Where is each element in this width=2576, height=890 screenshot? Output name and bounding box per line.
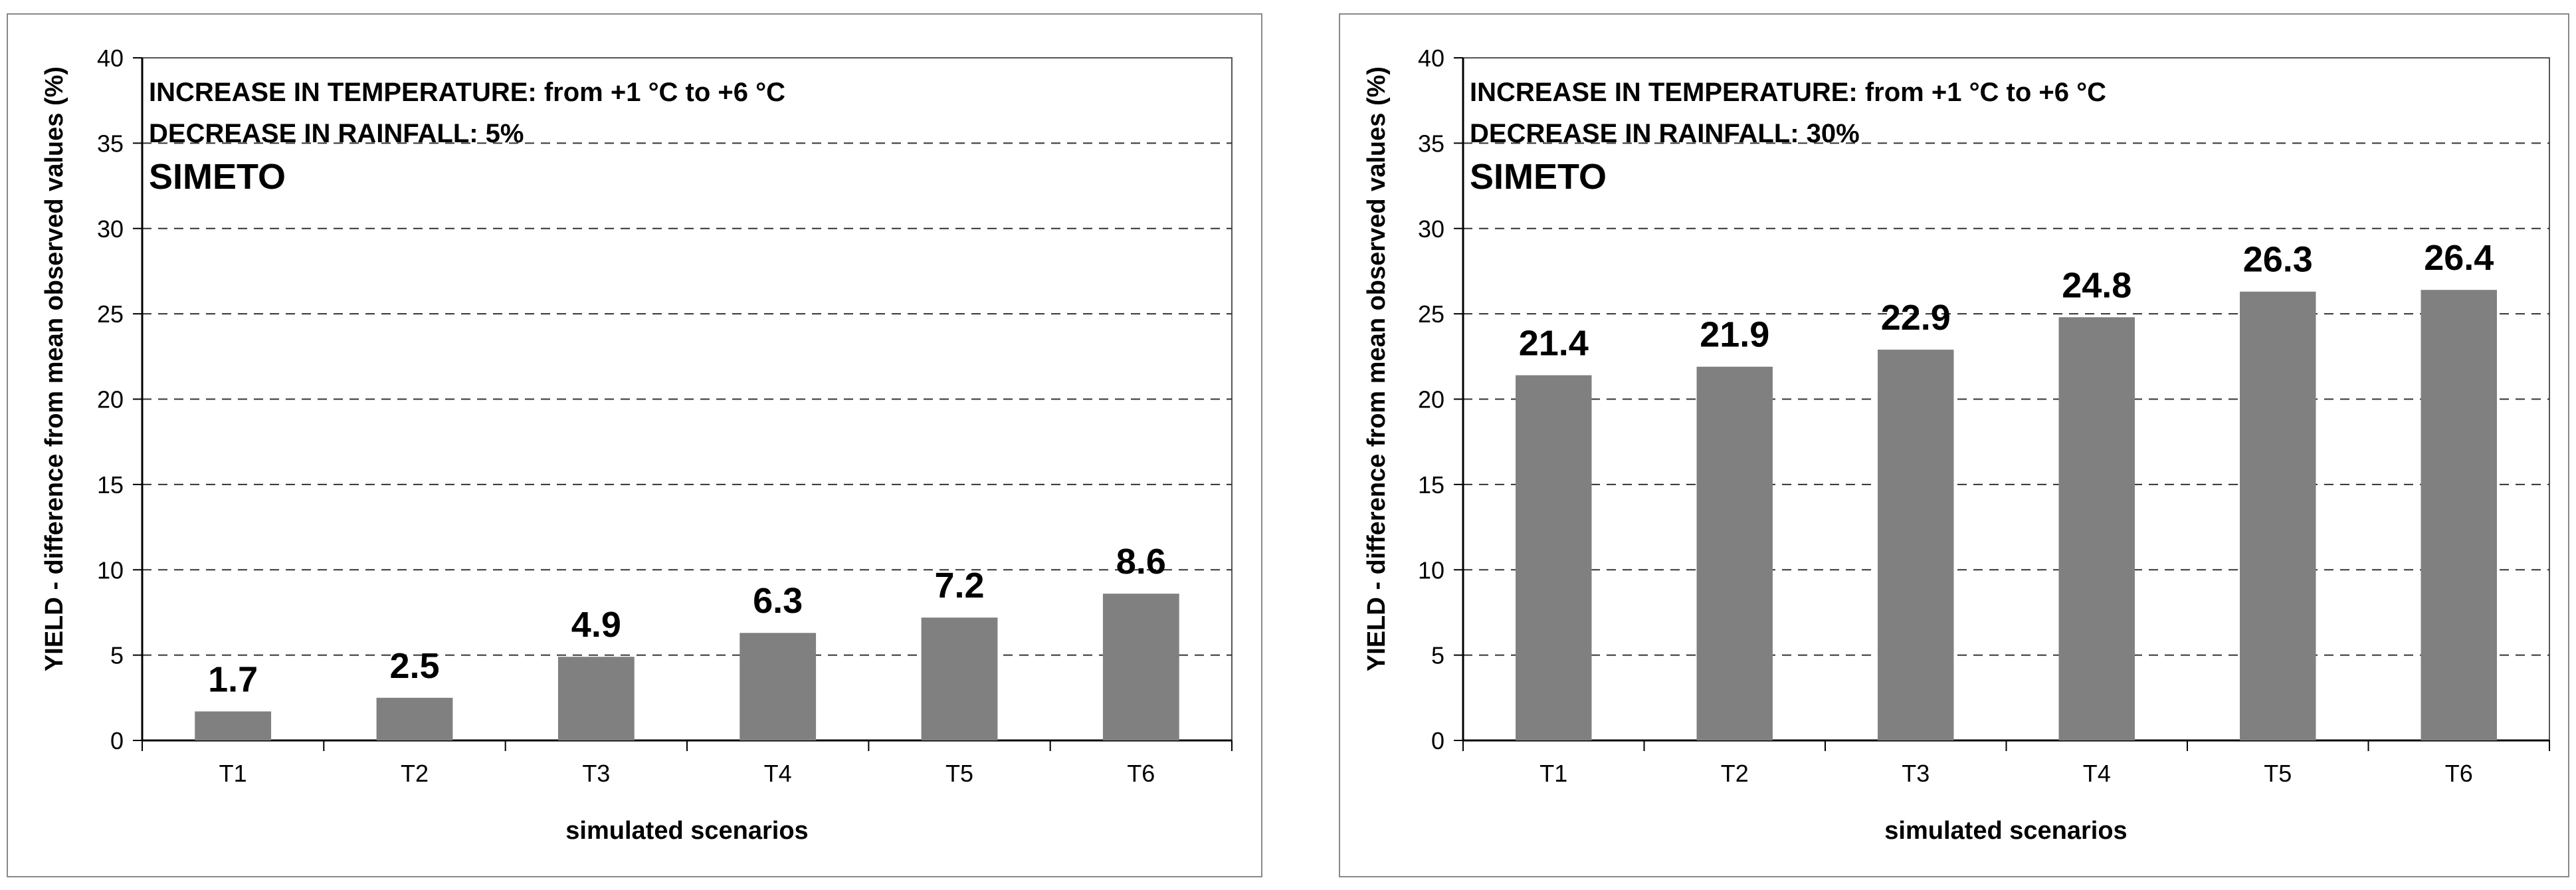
y-tick-label: 25 bbox=[1418, 300, 1444, 328]
bar-t2 bbox=[1696, 366, 1773, 740]
value-label-t2: 21.9 bbox=[1700, 315, 1769, 355]
x-tick-label-t2: T2 bbox=[1721, 760, 1749, 787]
bar-t6 bbox=[1102, 594, 1179, 740]
x-tick-label-t5: T5 bbox=[2264, 760, 2292, 787]
chart-title: SIMETO bbox=[149, 157, 286, 197]
chart-panel-left: 0 5 10 15 20 25 30 35 40 1.7 T1 2.5 T2 4.9 T3 6.3 T4 7.2 T… bbox=[7, 13, 1262, 877]
x-tick-label-t3: T3 bbox=[1902, 760, 1930, 787]
x-tick-label-t1: T1 bbox=[219, 760, 247, 787]
value-label-t4: 24.8 bbox=[2062, 265, 2131, 305]
value-label-t5: 26.3 bbox=[2243, 240, 2313, 280]
x-tick-label-t6: T6 bbox=[1127, 760, 1155, 787]
bar-t3 bbox=[1878, 350, 1954, 740]
bar-t5 bbox=[921, 617, 998, 740]
y-tick-label: 15 bbox=[1418, 471, 1444, 499]
y-tick-label: 20 bbox=[97, 386, 124, 413]
value-label-t6: 8.6 bbox=[1116, 542, 1166, 582]
bar-t1 bbox=[195, 711, 272, 740]
annotation-rainfall: DECREASE IN RAINFALL: 30% bbox=[1470, 119, 1860, 148]
y-tick-label: 30 bbox=[97, 215, 124, 243]
bar-t6 bbox=[2421, 290, 2497, 740]
annotation-temperature: INCREASE IN TEMPERATURE: from +1 °C to +… bbox=[1470, 78, 2106, 107]
y-tick-label: 0 bbox=[1431, 727, 1444, 754]
y-tick-label: 15 bbox=[97, 471, 124, 499]
x-axis-title: simulated scenarios bbox=[1884, 817, 2127, 845]
y-tick-label: 20 bbox=[1418, 386, 1444, 413]
y-tick-label: 5 bbox=[110, 642, 124, 669]
y-tick-label: 35 bbox=[97, 130, 124, 157]
y-tick-label: 25 bbox=[97, 300, 124, 328]
value-label-t5: 7.2 bbox=[934, 566, 984, 606]
value-label-t1: 21.4 bbox=[1519, 324, 1589, 364]
chart-title: SIMETO bbox=[1470, 157, 1607, 197]
x-tick-label-t6: T6 bbox=[2445, 760, 2473, 787]
bar-t5 bbox=[2240, 291, 2316, 740]
y-axis-title: YIELD - difference from mean observed va… bbox=[41, 66, 68, 671]
annotation-temperature: INCREASE IN TEMPERATURE: from +1 °C to +… bbox=[149, 78, 785, 107]
y-tick-label: 0 bbox=[110, 727, 124, 754]
annotation-rainfall: DECREASE IN RAINFALL: 5% bbox=[149, 119, 524, 148]
value-label-t2: 2.5 bbox=[389, 646, 439, 686]
chart-panel-right: 0 5 10 15 20 25 30 35 40 21.4 T1 21.9 T2 22.9 T3 24.8 T4… bbox=[1339, 13, 2569, 877]
bar-t4 bbox=[740, 633, 817, 740]
bar-t2 bbox=[376, 697, 453, 740]
x-axis-title: simulated scenarios bbox=[565, 817, 808, 845]
y-tick-label: 10 bbox=[97, 556, 124, 584]
y-tick-label: 35 bbox=[1418, 130, 1444, 157]
y-tick-label: 40 bbox=[1418, 45, 1444, 72]
y-tick-label: 30 bbox=[1418, 215, 1444, 243]
value-label-t4: 6.3 bbox=[753, 581, 803, 621]
bar-chart-left: 0 5 10 15 20 25 30 35 40 1.7 T1 2.5 T2 4.9 T3 6.3 T4 7.2 T… bbox=[41, 45, 1233, 845]
value-label-t3: 22.9 bbox=[1881, 298, 1951, 338]
x-tick-label-t3: T3 bbox=[582, 760, 610, 787]
x-tick-label-t4: T4 bbox=[2083, 760, 2111, 787]
bar-t4 bbox=[2058, 317, 2135, 740]
x-tick-label-t2: T2 bbox=[401, 760, 429, 787]
value-label-t1: 1.7 bbox=[208, 659, 258, 699]
value-label-t3: 4.9 bbox=[571, 605, 621, 645]
y-axis-title: YIELD - difference from mean observed va… bbox=[1363, 66, 1391, 671]
bar-chart-right: 0 5 10 15 20 25 30 35 40 21.4 T1 21.9 T2 22.9 T3 24.8 T4… bbox=[1363, 45, 2550, 845]
bar-t3 bbox=[557, 657, 635, 740]
bar-t1 bbox=[1516, 375, 1592, 740]
y-tick-label: 10 bbox=[1418, 556, 1444, 584]
y-tick-label: 40 bbox=[97, 45, 124, 72]
value-label-t6: 26.4 bbox=[2424, 238, 2494, 278]
x-tick-label-t5: T5 bbox=[945, 760, 973, 787]
x-tick-label-t4: T4 bbox=[764, 760, 792, 787]
y-tick-label: 5 bbox=[1431, 642, 1444, 669]
x-tick-label-t1: T1 bbox=[1539, 760, 1567, 787]
